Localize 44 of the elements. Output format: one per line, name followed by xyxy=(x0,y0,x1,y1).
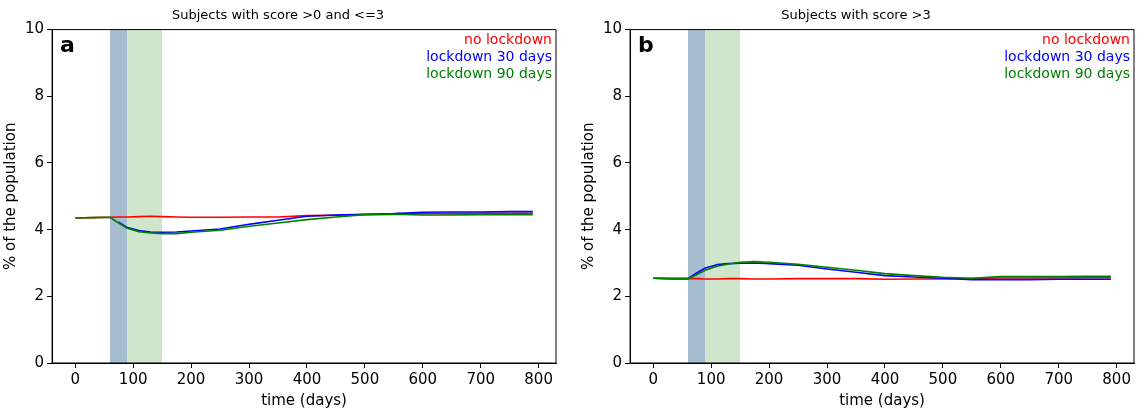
chart-title: Subjects with score >3 xyxy=(781,7,931,23)
y-tick-label: 2 xyxy=(612,286,623,305)
x-tick-label: 100 xyxy=(696,369,726,388)
y-tick-label: 0 xyxy=(612,352,623,371)
x-tick-label: 500 xyxy=(350,369,380,388)
y-axis-title: % of the population xyxy=(0,122,19,271)
y-tick-label: 6 xyxy=(612,152,623,171)
x-tick-label: 700 xyxy=(466,369,496,388)
annotation: a xyxy=(60,32,75,58)
x-tick-label: 800 xyxy=(1102,369,1131,388)
x-tick-label: 0 xyxy=(70,369,81,388)
y-tick-label: 10 xyxy=(24,19,45,38)
y-tick-label: 0 xyxy=(34,352,45,371)
text: lockdown 30 days xyxy=(426,48,552,65)
text: lockdown 90 days xyxy=(1004,65,1130,82)
x-tick-label: 600 xyxy=(986,369,1016,388)
y-tick-label: 6 xyxy=(34,152,45,171)
text: lockdown 90 days xyxy=(426,65,552,82)
x-tick-label: 600 xyxy=(408,369,438,388)
text: no lockdown xyxy=(464,31,552,48)
y-tick-label: 4 xyxy=(612,219,623,238)
y-tick-label: 2 xyxy=(34,286,45,305)
x-tick-label: 200 xyxy=(754,369,784,388)
x-tick-label: 200 xyxy=(176,369,206,388)
chart-title: Subjects with score >0 and <=3 xyxy=(171,7,385,23)
x-tick-label: 700 xyxy=(1044,369,1074,388)
text: no lockdown xyxy=(1042,31,1130,48)
x-tick-label: 300 xyxy=(812,369,842,388)
y-tick-label: 8 xyxy=(612,86,623,105)
text: lockdown 30 days xyxy=(1004,48,1130,65)
x-axis-title: time (days) xyxy=(839,390,925,409)
x-axis-title: time (days) xyxy=(261,390,347,409)
x-tick-label: 500 xyxy=(928,369,958,388)
x-tick-label: 300 xyxy=(234,369,264,388)
annotation: b xyxy=(638,32,654,58)
y-tick-label: 4 xyxy=(34,219,45,238)
y-tick-label: 10 xyxy=(602,19,623,38)
x-tick-label: 400 xyxy=(870,369,900,388)
y-axis-title: % of the population xyxy=(578,122,597,271)
x-tick-label: 0 xyxy=(648,369,659,388)
x-tick-label: 100 xyxy=(118,369,148,388)
y-tick-label: 8 xyxy=(34,86,45,105)
x-tick-label: 400 xyxy=(292,369,322,388)
x-tick-label: 800 xyxy=(524,369,553,388)
